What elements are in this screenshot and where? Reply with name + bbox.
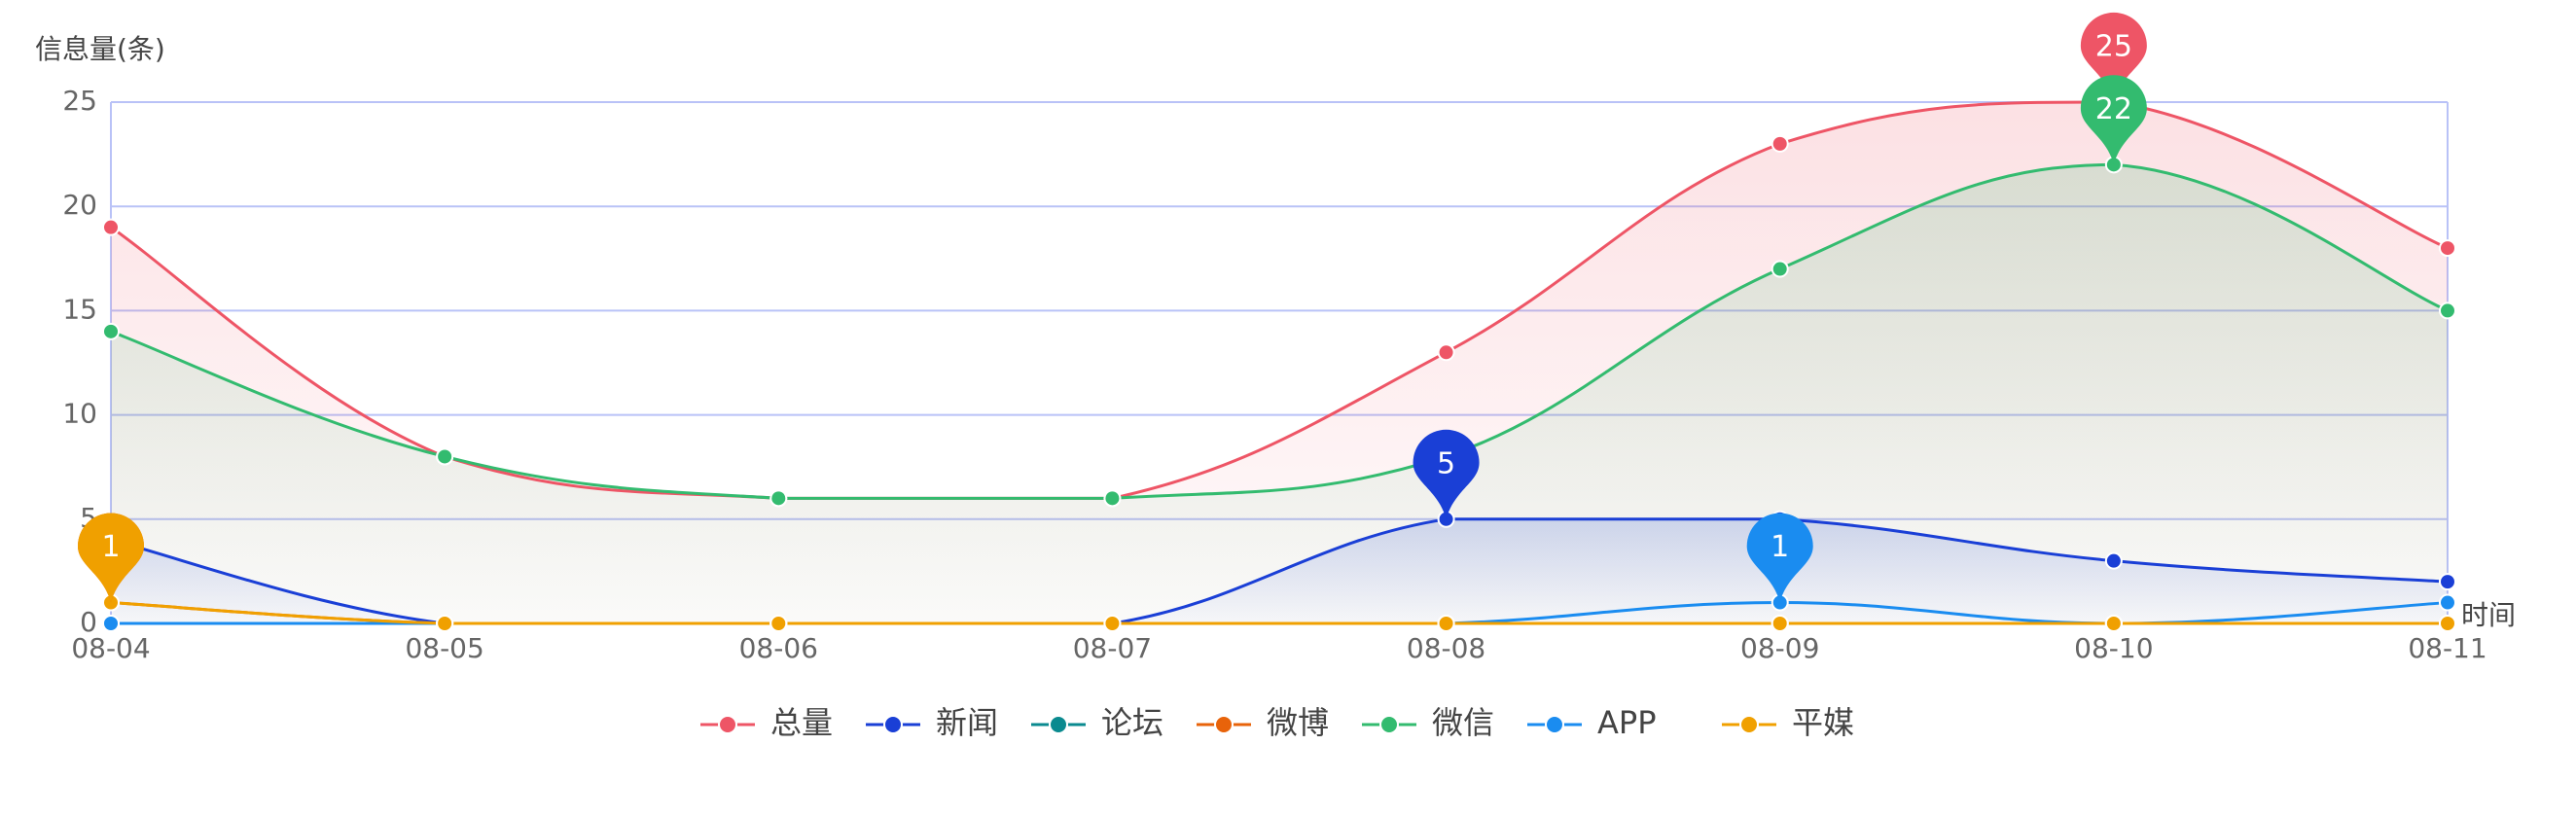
legend-label: 论坛 <box>1101 704 1163 741</box>
y-tick-label: 25 <box>62 85 97 117</box>
pin-shape <box>1746 513 1813 603</box>
y-tick-label: 20 <box>62 189 97 221</box>
max-pin: 1 <box>1746 513 1813 603</box>
max-pin: 22 <box>2080 75 2147 165</box>
data-point <box>436 615 454 632</box>
legend-label: 新闻 <box>936 704 998 741</box>
pin-shape <box>78 513 144 603</box>
legend-dot <box>883 715 903 734</box>
pin-shape <box>1413 429 1480 519</box>
max-pin: 5 <box>1413 429 1480 519</box>
dots <box>102 93 2456 632</box>
x-tick-label: 08-10 <box>2074 632 2153 664</box>
y-tick-label: 10 <box>62 398 97 430</box>
legend-label: 微信 <box>1432 704 1494 741</box>
legend-dot <box>718 715 737 734</box>
data-point <box>436 447 454 466</box>
legend-dot <box>1545 715 1564 734</box>
x-tick-label: 08-04 <box>71 632 150 664</box>
data-point <box>2439 593 2456 612</box>
legend-dot <box>1214 715 1234 734</box>
legend-item[interactable]: 新闻 <box>866 704 998 741</box>
data-point <box>769 489 788 508</box>
x-axis-label: 时间 <box>2461 599 2516 631</box>
x-tick-label: 08-07 <box>1073 632 1152 664</box>
data-point <box>769 615 788 632</box>
series-line <box>110 601 2448 625</box>
y-tick-label: 0 <box>80 606 97 638</box>
pin-label: 1 <box>101 530 120 564</box>
legend-dot <box>1049 715 1068 734</box>
y-tick-label: 15 <box>62 293 97 325</box>
data-point <box>1771 134 1789 153</box>
pin-shape <box>2080 75 2147 165</box>
data-point <box>1771 260 1789 278</box>
legend-label: APP <box>1597 704 1656 741</box>
pin-label: 5 <box>1437 446 1455 480</box>
data-point <box>2439 302 2456 320</box>
data-point <box>1103 489 1122 508</box>
area <box>111 164 2448 623</box>
lines <box>110 100 2449 625</box>
legend-item[interactable]: 微博 <box>1197 704 1329 741</box>
pins: 25512211 <box>78 12 2147 603</box>
data-point <box>2104 551 2123 570</box>
data-point <box>1437 343 1455 362</box>
legend-dot <box>1739 715 1759 734</box>
pin-label: 1 <box>1771 530 1789 564</box>
y-axis-label: 信息量(条) <box>35 33 165 65</box>
data-point <box>102 218 120 236</box>
x-tick-label: 08-08 <box>1407 632 1485 664</box>
legend-item[interactable]: 总量 <box>700 704 833 741</box>
max-pin: 25 <box>2080 12 2147 102</box>
legend-item[interactable]: APP <box>1527 704 1656 741</box>
x-tick-label: 08-05 <box>405 632 483 664</box>
series-line <box>110 100 2449 500</box>
data-point <box>102 615 120 632</box>
pin-label: 22 <box>2095 92 2132 126</box>
legend-item[interactable]: 平媒 <box>1722 704 1854 741</box>
data-point <box>2104 615 2123 632</box>
legend-label: 微博 <box>1267 704 1329 741</box>
x-tick-label: 08-06 <box>739 632 818 664</box>
areas <box>111 102 2448 623</box>
legend-item[interactable]: 论坛 <box>1031 704 1163 741</box>
data-point <box>1437 615 1455 632</box>
data-point <box>2439 615 2456 632</box>
legend-dot <box>1379 715 1399 734</box>
data-point <box>102 322 120 340</box>
data-point <box>1771 615 1789 632</box>
pin-shape <box>2080 12 2147 102</box>
legend-item[interactable]: 微信 <box>1362 704 1494 741</box>
series-line <box>110 162 2449 500</box>
data-point <box>2439 239 2456 258</box>
x-tick-label: 08-11 <box>2408 632 2487 664</box>
legend-label: 平媒 <box>1792 704 1854 741</box>
x-tick-label: 08-09 <box>1740 632 1819 664</box>
data-point <box>2439 573 2456 591</box>
max-pin: 1 <box>78 513 144 603</box>
legend-label: 总量 <box>770 704 833 741</box>
data-point <box>1103 615 1122 632</box>
pin-label: 25 <box>2095 30 2132 64</box>
